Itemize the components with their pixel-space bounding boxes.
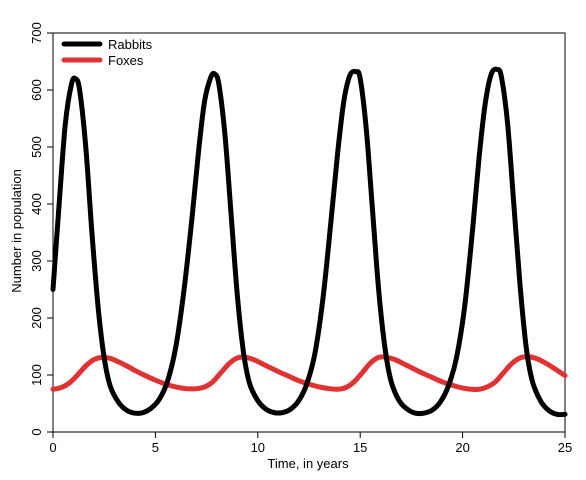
x-tick-label: 25 xyxy=(558,440,572,455)
y-tick-label: 200 xyxy=(29,307,44,329)
x-tick-label: 20 xyxy=(455,440,469,455)
legend: Rabbits Foxes xyxy=(61,37,153,68)
y-tick-label: 600 xyxy=(29,79,44,101)
y-tick-label: 700 xyxy=(29,22,44,44)
axes: 0 5 10 15 20 25 0 100 200 300 400 500 600 700 xyxy=(29,22,572,455)
x-tick-label: 5 xyxy=(152,440,159,455)
y-tick-label: 500 xyxy=(29,136,44,158)
series-line-rabbits xyxy=(50,66,568,418)
plot-frame xyxy=(52,32,566,433)
legend-label-rabbits: Rabbits xyxy=(108,37,153,52)
x-tick-label: 0 xyxy=(49,440,56,455)
series-layer xyxy=(50,66,568,418)
x-tick-label: 15 xyxy=(353,440,367,455)
y-tick-label: 0 xyxy=(29,428,44,435)
x-axis-title: Time, in years xyxy=(267,456,349,471)
y-tick-label: 100 xyxy=(29,364,44,386)
legend-label-foxes: Foxes xyxy=(108,53,144,68)
y-tick-label: 300 xyxy=(29,250,44,272)
y-tick-label: 400 xyxy=(29,193,44,215)
y-axis-title: Number in population xyxy=(9,169,24,293)
x-tick-label: 10 xyxy=(251,440,265,455)
